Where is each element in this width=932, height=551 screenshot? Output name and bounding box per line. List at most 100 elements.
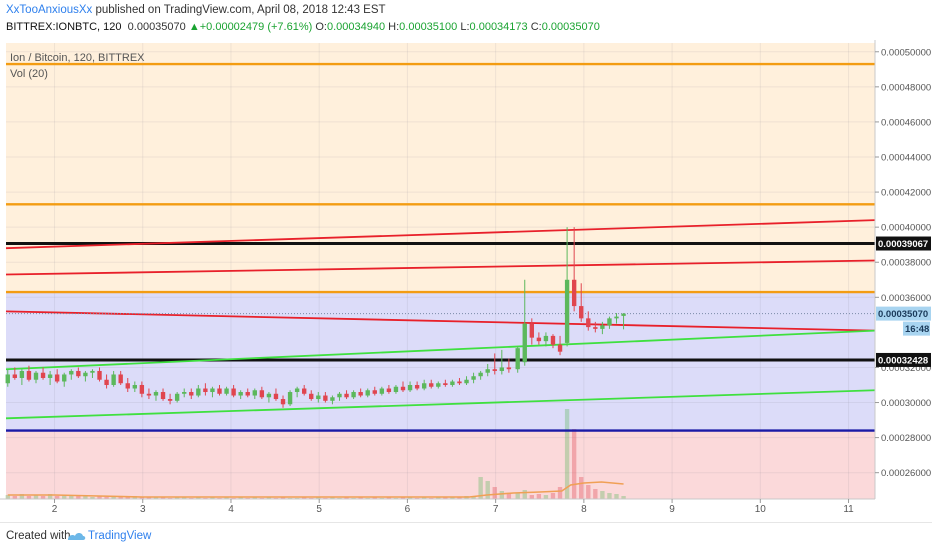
header: XxTooAnxiousXx published on TradingView.… [0,0,932,40]
volume-bar [12,496,18,499]
candle-body [536,337,542,342]
volume-bar [564,409,570,499]
volume-bar [529,495,534,499]
price-tick-label: 0.00042000 [881,188,931,199]
time-tick-label: 7 [493,504,499,515]
volume-label: Vol (20) [10,68,48,80]
support-price-label: 0.00032428 [878,355,928,366]
candle-body [414,385,420,389]
candle-body [344,393,349,398]
volume-bar [436,497,441,499]
candle-body [5,374,10,384]
volume-bar [600,491,605,499]
time-tick-label: 9 [669,504,675,515]
candle-body [217,388,222,394]
volume-bar [579,477,584,499]
candle-body [571,279,577,307]
candle-body [40,372,46,378]
volume-bar [478,477,483,499]
volume-bar [97,496,102,499]
volume-bar [330,497,335,499]
volume-bar [536,494,542,499]
price-tick-label: 0.00044000 [881,153,931,164]
ohlc-line: BITTREX:IONBTC, 120 0.00035070 ▲+0.00002… [6,21,600,33]
tradingview-logo-icon[interactable] [66,529,86,543]
volume-bar [593,489,598,499]
volume-bar [280,497,286,499]
candle-body [26,370,32,380]
candle-body [400,386,406,391]
candle-body [407,385,413,391]
time-tick-label: 11 [843,504,854,515]
up-arrow-icon: ▲ [188,21,200,33]
candle-body [160,392,166,400]
volume-bar [174,497,180,499]
candle-body [153,392,159,396]
candle-body [302,388,307,394]
tradingview-link[interactable]: TradingView [88,530,152,542]
candle-body [621,313,626,316]
volume-bar [372,497,377,499]
high-value: 0.00035100 [399,21,458,33]
volume-bar [471,496,476,499]
time-axis [0,499,932,516]
candle-body [421,383,427,389]
resistance-price-label: 0.00039067 [878,239,928,250]
volume-bar [407,497,413,499]
open-value: 0.00034940 [326,21,386,33]
volume-bar [139,497,145,499]
time-tick-label: 10 [755,504,767,515]
volume-bar [160,497,166,499]
candle-body [543,335,549,342]
candle-body [266,393,272,398]
volume-bar [621,496,626,499]
candle-body [557,344,563,352]
time-tick-label: 6 [405,504,411,515]
volume-bar [83,495,88,499]
price-tick-label: 0.00030000 [881,398,931,409]
candle-body [294,388,300,393]
candle-body [287,392,293,405]
price-tick-label: 0.00038000 [881,258,931,269]
time-tick-label: 3 [140,504,146,515]
candle-body [379,388,385,394]
price-axis [875,40,932,519]
volume-bar [522,490,527,499]
volume-ma-line [7,481,624,498]
trend-line [5,389,876,420]
price-tick-label: 0.00048000 [881,82,931,93]
candle-body [529,323,534,338]
trend-line [5,310,876,332]
candle-body [607,318,612,326]
candle-body [69,370,74,375]
candle-body [210,388,215,393]
volume-bar [557,487,563,499]
price-chart[interactable]: 0.00050000 0.00048000 0.00046000 0.00044000… [0,40,932,519]
candle-body [614,316,619,319]
candle-body [224,388,229,394]
chart-legend: Ion / Bitcoin, 120, BITTREX Vol (20) [10,50,145,82]
candle-body [564,279,570,343]
volume-bar [550,493,556,499]
volume-bar [614,494,619,499]
volume-bar [40,496,46,499]
candle-body [464,379,469,384]
price-zone [6,43,875,293]
volume-bar [196,497,201,499]
candle-body [62,374,67,382]
candle-body [19,370,25,378]
volume-bar [252,497,257,499]
candle-body [478,372,483,377]
current-price-label-box [876,306,931,321]
price-zone [6,430,875,499]
volume-bar [182,497,187,499]
candle-body [372,390,377,394]
candle-body [316,395,321,400]
chart-area[interactable]: 0.00050000 0.00048000 0.00046000 0.00044000… [0,40,932,519]
trend-line [5,329,876,371]
candle-body [97,370,102,380]
candle-body [132,385,137,389]
close-value: 0.00035070 [541,21,600,33]
candle-body [579,306,584,319]
author-link[interactable]: XxTooAnxiousXx [6,4,93,16]
